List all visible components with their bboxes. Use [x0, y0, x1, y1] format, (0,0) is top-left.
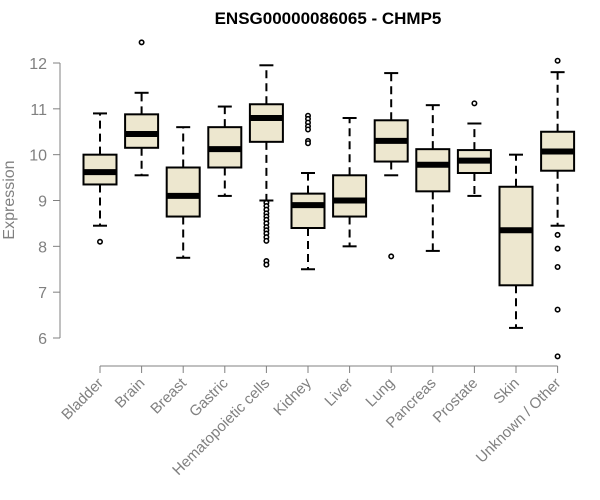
box-unknown-other: [540, 57, 576, 360]
x-category-label: Bladder: [58, 375, 107, 424]
box-bladder: [82, 112, 118, 245]
iqr-box: [165, 166, 201, 218]
box-liver: [332, 117, 368, 248]
outlier-point: [554, 57, 561, 64]
y-tick-label: 7: [38, 285, 47, 302]
y-axis: 6 7 8 9 10 11 12: [29, 56, 61, 348]
iqr-box: [415, 148, 451, 193]
iqr-box: [248, 103, 284, 143]
outlier-point: [471, 100, 478, 107]
iqr-box: [332, 174, 368, 218]
outlier-point: [388, 253, 395, 260]
boxes-group: [82, 39, 576, 360]
y-tick-label: 10: [29, 148, 47, 165]
x-category-label: Liver: [321, 375, 356, 410]
box-brain: [124, 39, 160, 177]
box-skin: [498, 153, 534, 329]
box-kidney: [290, 112, 326, 271]
y-tick-label: 8: [38, 239, 47, 256]
iqr-box: [498, 185, 534, 287]
y-axis-label: Expression: [1, 160, 18, 239]
box-pancreas: [415, 104, 451, 252]
x-category-label: Brain: [112, 375, 149, 412]
x-category-label: Breast: [147, 374, 190, 417]
iqr-box: [290, 192, 326, 229]
outlier-point: [138, 39, 145, 46]
outlier-point: [554, 263, 561, 270]
box-lung: [373, 72, 409, 260]
chart-title: ENSG00000086065 - CHMP5: [215, 9, 442, 28]
x-category-label: Prostate: [430, 375, 482, 427]
outlier-point: [263, 237, 270, 244]
box-prostate: [456, 100, 492, 197]
box-gastric: [207, 105, 243, 197]
y-tick-label: 6: [38, 331, 47, 348]
outlier-point: [263, 261, 270, 268]
outlier-point: [97, 238, 104, 245]
outlier-point: [554, 245, 561, 252]
outlier-point: [304, 140, 311, 147]
y-tick-label: 9: [38, 194, 47, 211]
y-tick-label: 11: [30, 102, 47, 119]
x-category-label: Lung: [362, 375, 398, 411]
outlier-point: [554, 231, 561, 238]
y-tick-label: 12: [29, 56, 47, 73]
box-breast: [165, 126, 201, 259]
box-hematopoietic-cells: [248, 64, 284, 268]
outlier-point: [554, 306, 561, 313]
outlier-point: [554, 353, 561, 360]
x-category-label: Kidney: [270, 374, 315, 419]
x-category-label: Skin: [490, 375, 523, 408]
outlier-point: [304, 126, 311, 133]
